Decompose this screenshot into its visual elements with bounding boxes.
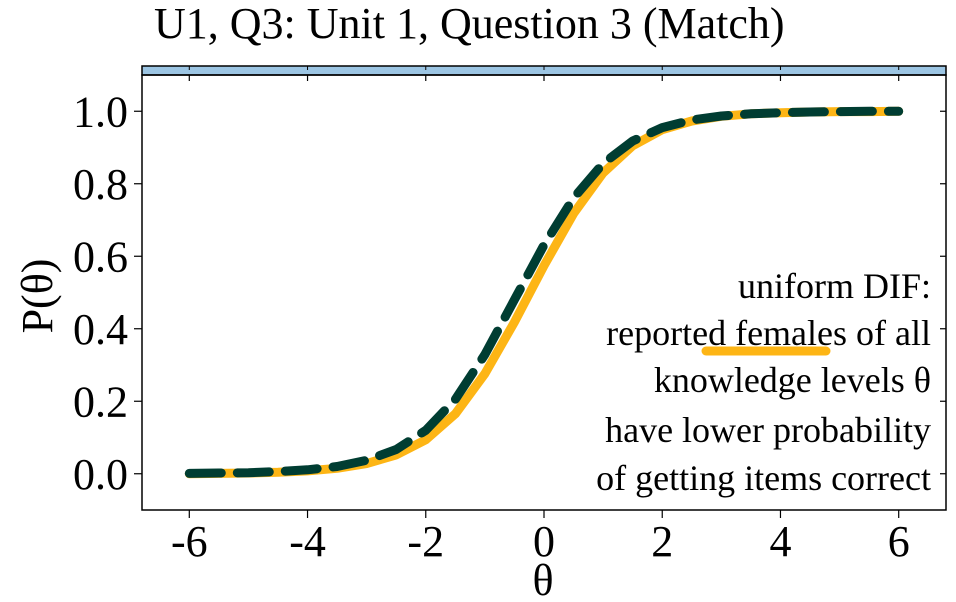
series-group	[184, 106, 904, 479]
strip-ticks	[188, 66, 900, 70]
y-tick-label: 0.8	[73, 160, 128, 209]
x-tick-label: 4	[769, 517, 791, 566]
series-line-2	[184, 106, 904, 478]
x-axis-label: θ	[532, 556, 553, 602]
x-tick-label: -4	[289, 517, 326, 566]
annotation-line: knowledge levels θ	[654, 360, 931, 400]
annotation-line: uniform DIF:	[738, 266, 931, 306]
chart-title: U1, Q3: Unit 1, Question 3 (Match)	[154, 0, 785, 48]
y-tick-label: 0.4	[73, 305, 128, 354]
x-tick-labels: -6 -4 -2 0 2 4 6	[171, 517, 910, 566]
axis-ticks	[134, 75, 946, 518]
x-tick-label: 0	[533, 517, 555, 566]
annotation-line: reported females of all	[606, 313, 931, 353]
y-axis-label: P(θ)	[13, 259, 62, 334]
y-tick-label: 0.0	[73, 450, 128, 499]
y-tick-label: 0.2	[73, 377, 128, 426]
annotation-line: have lower probability	[605, 410, 931, 450]
annotation: uniform DIF: reported females of all knowl…	[596, 266, 931, 498]
x-tick-label: 2	[651, 517, 673, 566]
x-tick-label: -6	[171, 517, 208, 566]
y-tick-label: 0.6	[73, 232, 128, 281]
x-tick-label: 6	[888, 517, 910, 566]
annotation-line: of getting items correct	[596, 458, 931, 498]
y-tick-labels: 0.0 0.2 0.4 0.6 0.8 1.0	[73, 87, 128, 499]
y-tick-label: 1.0	[73, 87, 128, 136]
x-tick-label: -2	[407, 517, 444, 566]
